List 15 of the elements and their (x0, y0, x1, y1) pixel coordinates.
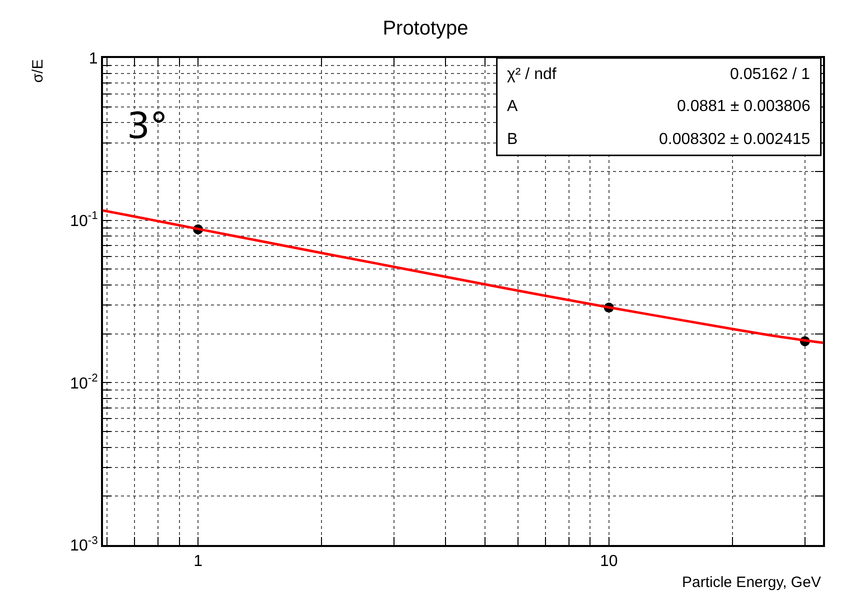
annotation: 3° (127, 106, 168, 147)
annotation: 0.0881 ± 0.003806 (677, 98, 810, 115)
y-tick-label: 10$^{-2}$ (70, 372, 98, 392)
annotation: χ² / ndf (507, 66, 557, 83)
x-tick-label: 10 (600, 553, 618, 570)
annotation: 0.05162 / 1 (730, 66, 810, 83)
y-tick-label: 10$^{-3}$ (70, 534, 98, 555)
y-tick-label: 10$^{-1}$ (70, 210, 98, 230)
annotation: 0.008302 ± 0.002415 (659, 131, 810, 148)
x-axis-title: Particle Energy, GeV (682, 574, 821, 591)
annotation: B (507, 131, 518, 148)
y-tick-label: 1 (88, 50, 98, 68)
y-axis-title: σ/E (30, 59, 47, 83)
annotation: A (507, 98, 518, 115)
chart-title: Prototype (382, 18, 468, 40)
